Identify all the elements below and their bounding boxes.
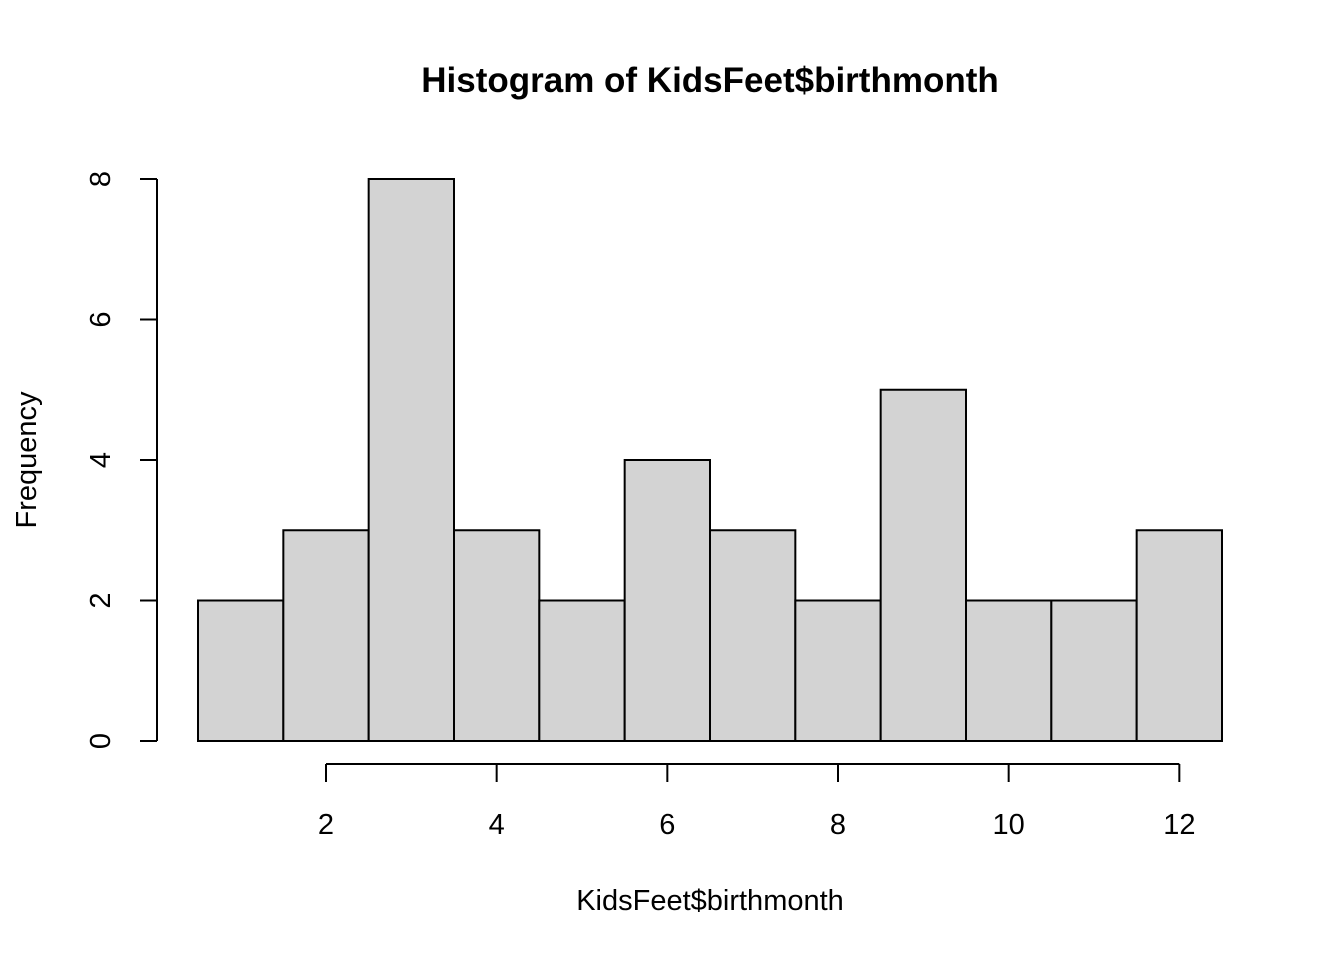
x-axis-label: KidsFeet$birthmonth	[576, 885, 844, 917]
x-axis: 2 4 6 8 10 12	[318, 763, 1195, 841]
histogram-bar-1	[197, 599, 285, 742]
histogram-bar-9	[879, 388, 968, 742]
histogram-bar-2	[282, 529, 370, 742]
y-tick-label-6: 6	[85, 311, 117, 327]
histogram-bar-7	[709, 529, 797, 742]
x-tick-label-8: 8	[830, 809, 846, 841]
histogram-bar-6	[623, 459, 712, 742]
x-tick-label-10: 10	[993, 809, 1025, 841]
x-tick-label-12: 12	[1163, 809, 1195, 841]
x-tick-label-6: 6	[659, 809, 675, 841]
histogram-bar-4	[453, 529, 541, 742]
histogram-bar-8	[794, 599, 882, 742]
histogram-bar-3	[367, 178, 455, 742]
y-tick-label-4: 4	[85, 452, 117, 468]
x-tick-label-4: 4	[489, 809, 505, 841]
y-tick-label-0: 0	[85, 733, 117, 749]
bars-group	[197, 178, 1223, 742]
histogram-bar-5	[538, 599, 626, 742]
histogram-bar-11	[1050, 599, 1138, 742]
y-axis-label: Frequency	[11, 391, 43, 529]
x-tick-label-2: 2	[318, 809, 334, 841]
y-tick-label-8: 8	[85, 171, 117, 187]
y-tick-label-2: 2	[85, 592, 117, 608]
y-axis: 0 2 4 6 8	[85, 171, 158, 749]
histogram-bar-12	[1135, 529, 1223, 742]
chart-title: Histogram of KidsFeet$birthmonth	[421, 61, 999, 100]
histogram-bar-10	[965, 599, 1053, 742]
